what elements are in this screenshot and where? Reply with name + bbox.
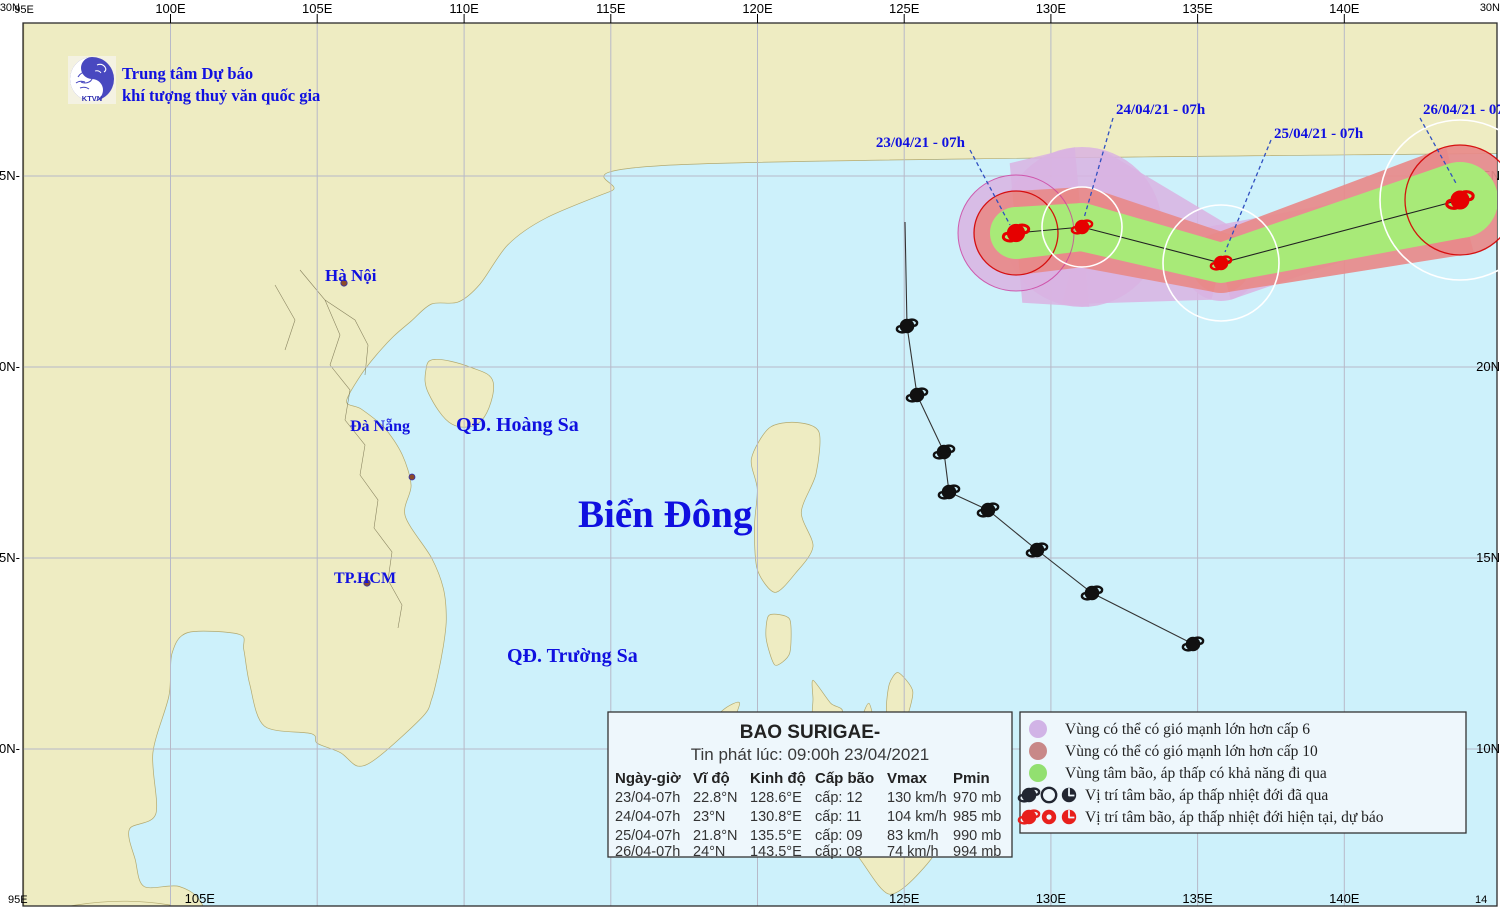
svg-text:Cấp bão: Cấp bão xyxy=(815,770,874,787)
svg-text:25/04/21 - 07h: 25/04/21 - 07h xyxy=(1274,126,1364,142)
svg-text:120E: 120E xyxy=(742,1,773,16)
svg-text:24/04/21 - 07h: 24/04/21 - 07h xyxy=(1116,102,1206,118)
svg-text:23/04-07h: 23/04-07h xyxy=(615,790,680,806)
svg-text:Kinh độ: Kinh độ xyxy=(750,770,806,787)
svg-text:128.6°E: 128.6°E xyxy=(750,790,802,806)
svg-text:25N-: 25N- xyxy=(0,168,20,183)
svg-text:14: 14 xyxy=(1475,894,1487,906)
svg-text:10N-: 10N- xyxy=(0,741,20,756)
svg-text:130 km/h: 130 km/h xyxy=(887,790,947,806)
svg-text:140E: 140E xyxy=(1329,1,1360,16)
svg-text:970 mb: 970 mb xyxy=(953,790,1001,806)
svg-text:26/04/21 - 07h: 26/04/21 - 07h xyxy=(1423,102,1500,118)
svg-text:26/04-07h: 26/04-07h xyxy=(615,844,680,860)
svg-text:104 km/h: 104 km/h xyxy=(887,809,947,825)
svg-text:125E: 125E xyxy=(889,1,920,16)
svg-text:Vmax: Vmax xyxy=(887,770,928,787)
svg-text:Biển Đông: Biển Đông xyxy=(578,493,753,536)
svg-text:130.8°E: 130.8°E xyxy=(750,809,802,825)
svg-text:cấp: 11: cấp: 11 xyxy=(815,809,862,825)
svg-text:khí tượng thuỷ văn quốc gia: khí tượng thuỷ văn quốc gia xyxy=(122,86,320,105)
svg-text:20N: 20N xyxy=(1476,359,1500,374)
svg-text:Trung tâm Dự báo: Trung tâm Dự báo xyxy=(122,64,253,83)
svg-text:Vùng có thể có gió mạnh lớn hơ: Vùng có thể có gió mạnh lớn hơn cấp 6 xyxy=(1065,721,1310,738)
svg-text:105E: 105E xyxy=(185,891,216,906)
svg-text:BAO SURIGAE-: BAO SURIGAE- xyxy=(740,722,880,743)
svg-text:74 km/h: 74 km/h xyxy=(887,844,939,860)
svg-text:994 mb: 994 mb xyxy=(953,844,1001,860)
svg-text:15N-: 15N- xyxy=(0,550,20,565)
svg-text:22.8°N: 22.8°N xyxy=(693,790,738,806)
svg-text:95E: 95E xyxy=(8,894,28,906)
svg-text:Vùng có thể có gió mạnh lớn hơ: Vùng có thể có gió mạnh lớn hơn cấp 10 xyxy=(1065,743,1318,760)
svg-text:130E: 130E xyxy=(1036,1,1067,16)
svg-text:83 km/h: 83 km/h xyxy=(887,828,939,844)
svg-text:QĐ. Trường Sa: QĐ. Trường Sa xyxy=(507,645,638,667)
svg-text:135E: 135E xyxy=(1182,891,1213,906)
svg-text:TP.HCM: TP.HCM xyxy=(334,570,396,587)
svg-text:30N: 30N xyxy=(0,2,20,14)
svg-text:143.5°E: 143.5°E xyxy=(750,844,802,860)
svg-text:985 mb: 985 mb xyxy=(953,809,1001,825)
svg-text:Đà Nẵng: Đà Nẵng xyxy=(350,418,410,435)
svg-text:105E: 105E xyxy=(302,1,333,16)
svg-text:Vĩ độ: Vĩ độ xyxy=(693,770,730,787)
svg-text:24/04-07h: 24/04-07h xyxy=(615,809,680,825)
svg-text:23/04/21 - 07h: 23/04/21 - 07h xyxy=(876,135,966,151)
svg-text:cấp: 09: cấp: 09 xyxy=(815,828,863,844)
svg-text:Vị trí tâm bão, áp thấp nhiệt: Vị trí tâm bão, áp thấp nhiệt đới đã qua xyxy=(1085,787,1328,804)
svg-text:Vị trí tâm bão, áp thấp nhiệt: Vị trí tâm bão, áp thấp nhiệt đới hiện t… xyxy=(1085,809,1384,826)
svg-text:Ngày-giờ: Ngày-giờ xyxy=(615,770,681,787)
svg-text:110E: 110E xyxy=(449,1,479,16)
svg-text:100E: 100E xyxy=(155,1,186,16)
svg-text:Pmin: Pmin xyxy=(953,770,990,787)
svg-text:140E: 140E xyxy=(1329,891,1360,906)
svg-text:990 mb: 990 mb xyxy=(953,828,1001,844)
svg-text:21.8°N: 21.8°N xyxy=(693,828,738,844)
svg-text:135E: 135E xyxy=(1182,1,1213,16)
svg-text:115E: 115E xyxy=(596,1,626,16)
svg-text:cấp: 08: cấp: 08 xyxy=(815,844,863,860)
svg-text:20N-: 20N- xyxy=(0,359,20,374)
svg-text:125E: 125E xyxy=(889,891,920,906)
svg-text:24°N: 24°N xyxy=(693,844,725,860)
svg-text:cấp: 12: cấp: 12 xyxy=(815,790,863,806)
svg-text:23°N: 23°N xyxy=(693,809,725,825)
svg-text:QĐ. Hoàng Sa: QĐ. Hoàng Sa xyxy=(456,414,579,436)
svg-text:130E: 130E xyxy=(1036,891,1067,906)
svg-text:Vùng tâm bão, áp thấp có khả n: Vùng tâm bão, áp thấp có khả năng đi qua xyxy=(1065,765,1327,782)
svg-text:25/04-07h: 25/04-07h xyxy=(615,828,680,844)
svg-text:10N: 10N xyxy=(1476,741,1500,756)
svg-text:15N: 15N xyxy=(1476,550,1500,565)
svg-text:135.5°E: 135.5°E xyxy=(750,828,802,844)
svg-text:KTVN: KTVN xyxy=(82,94,102,103)
svg-text:30N: 30N xyxy=(1480,2,1500,14)
svg-text:Tin phát lúc: 09:00h 23/04/202: Tin phát lúc: 09:00h 23/04/2021 xyxy=(691,745,930,764)
svg-text:Hà Nội: Hà Nội xyxy=(325,266,377,285)
